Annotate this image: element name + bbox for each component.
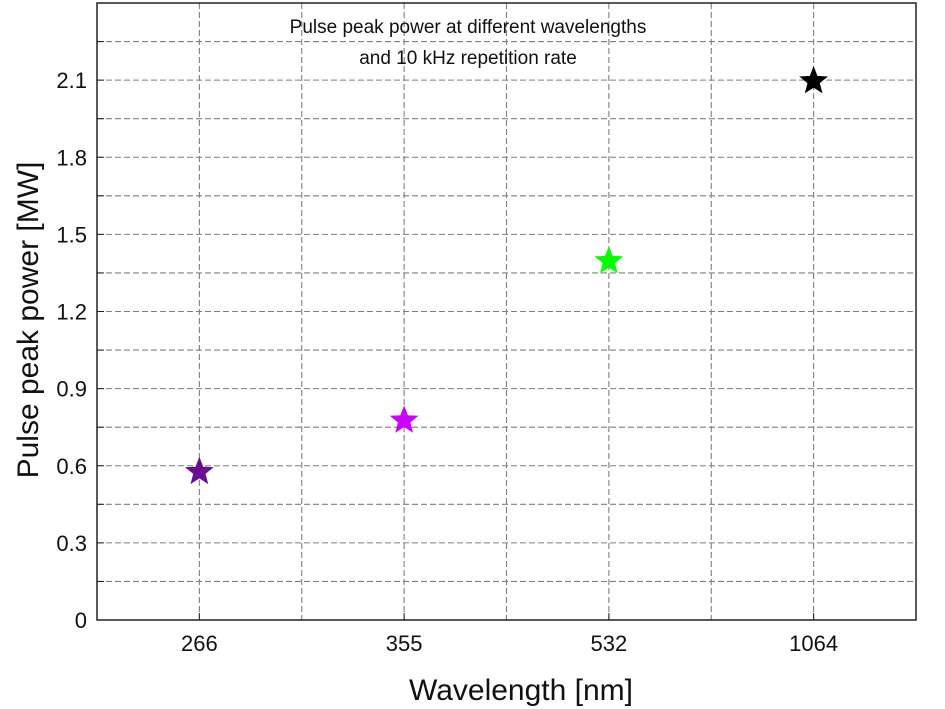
grid-lines bbox=[97, 2, 916, 620]
x-axis-tick-labels: 266 355 532 1064 bbox=[181, 631, 838, 656]
y-axis-ticks bbox=[97, 2, 104, 621]
x-tick-label: 355 bbox=[386, 631, 423, 656]
x-axis-ticks bbox=[198, 613, 815, 620]
y-tick-label: 1.2 bbox=[56, 300, 87, 325]
plot-area-frame bbox=[96, 2, 917, 621]
x-tick-label: 1064 bbox=[789, 631, 838, 656]
data-point-star-1064 bbox=[799, 66, 828, 94]
y-tick-label: 1.8 bbox=[56, 145, 87, 170]
chart-title-line-1: Pulse peak power at different wavelength… bbox=[290, 17, 647, 38]
y-axis-title: Pulse peak power [MW] bbox=[12, 162, 45, 479]
y-tick-label: 0.3 bbox=[56, 531, 87, 556]
y-axis-tick-labels: 0 0.3 0.6 0.9 1.2 1.5 1.8 2.1 bbox=[56, 68, 87, 633]
data-point-star-355 bbox=[389, 405, 419, 433]
chart-title-line-2: and 10 kHz repetition rate bbox=[359, 48, 577, 69]
y-tick-label: 0.6 bbox=[56, 454, 87, 479]
x-axis-title: Wavelength [nm] bbox=[409, 674, 633, 707]
y-tick-label: 1.5 bbox=[56, 222, 87, 247]
x-tick-label: 266 bbox=[181, 631, 218, 656]
y-tick-label: 0 bbox=[75, 608, 87, 633]
data-point-star-532 bbox=[594, 245, 624, 274]
data-points bbox=[185, 66, 828, 485]
x-tick-label: 532 bbox=[591, 631, 628, 656]
data-point-star-266 bbox=[185, 456, 214, 485]
y-tick-label: 0.9 bbox=[56, 377, 87, 402]
y-tick-label: 2.1 bbox=[56, 68, 87, 93]
